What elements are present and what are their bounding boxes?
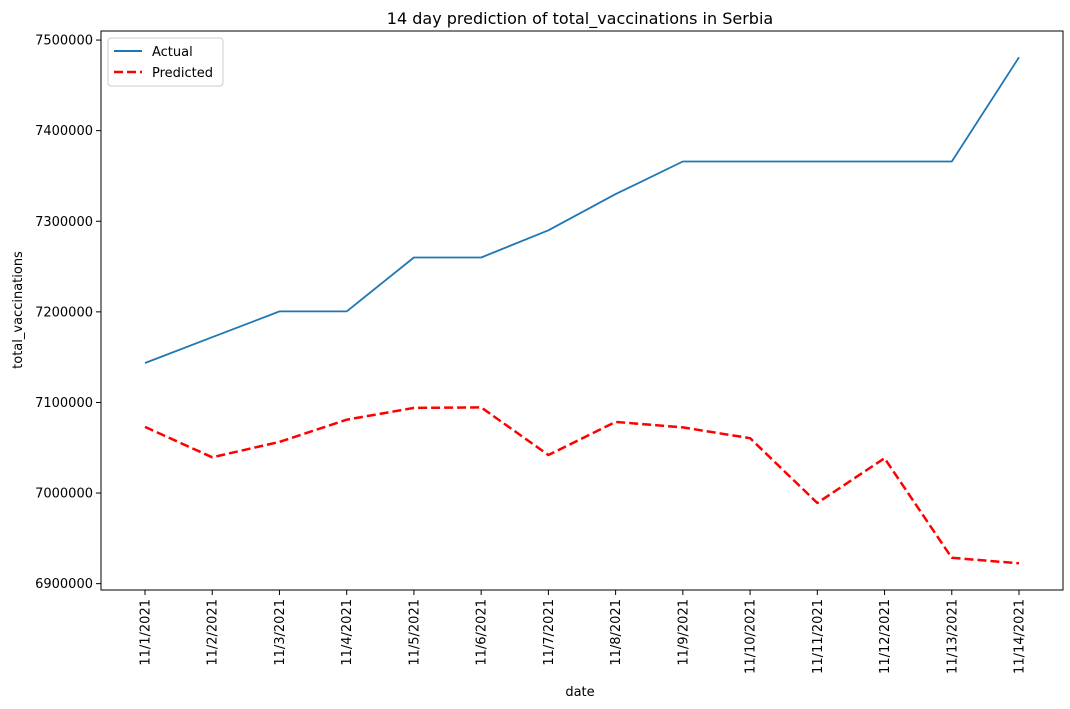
legend: Actual Predicted xyxy=(107,37,224,87)
x-tick-label: 11/11/2021 xyxy=(811,599,826,674)
y-tick-label: 6900000 xyxy=(35,577,93,592)
legend-label-actual: Actual xyxy=(152,45,193,60)
x-tick-label: 11/10/2021 xyxy=(744,599,759,674)
y-tick-label: 7200000 xyxy=(35,305,93,320)
series-line-predicted xyxy=(144,406,1020,565)
x-tick-label: 11/1/2021 xyxy=(139,599,154,666)
x-tick-label: 11/13/2021 xyxy=(945,599,960,674)
y-tick-label: 7400000 xyxy=(35,124,93,139)
y-tick-label: 7500000 xyxy=(35,34,93,49)
legend-label-predicted: Predicted xyxy=(152,66,213,81)
x-tick-label: 11/3/2021 xyxy=(273,599,288,666)
chart-title: 14 day prediction of total_vaccinations … xyxy=(387,9,773,29)
y-tick-label: 7000000 xyxy=(35,487,93,502)
x-tick-label: 11/5/2021 xyxy=(407,599,422,666)
x-tick-label: 11/6/2021 xyxy=(475,599,490,666)
x-tick-label: 11/8/2021 xyxy=(609,599,624,666)
x-axis-label: date xyxy=(565,685,594,700)
x-tick-label: 11/7/2021 xyxy=(542,599,557,666)
y-tick-label: 7100000 xyxy=(35,396,93,411)
y-tick-label: 7300000 xyxy=(35,215,93,230)
plot-frame xyxy=(100,30,1064,591)
x-tick-label: 11/12/2021 xyxy=(878,599,893,674)
y-axis: 6900000 7000000 7100000 7200000 7300000 74000… xyxy=(35,34,101,592)
x-tick-label: 11/2/2021 xyxy=(206,599,221,666)
x-axis: 11/1/2021 11/2/2021 11/3/2021 11/4/2021 11/5… xyxy=(139,590,1028,674)
y-axis-label: total_vaccinations xyxy=(11,251,26,369)
series-layer xyxy=(144,56,1020,565)
series-line-actual xyxy=(144,56,1020,364)
x-tick-label: 11/9/2021 xyxy=(676,599,691,666)
x-tick-label: 11/14/2021 xyxy=(1013,599,1028,674)
x-tick-label: 11/4/2021 xyxy=(340,599,355,666)
